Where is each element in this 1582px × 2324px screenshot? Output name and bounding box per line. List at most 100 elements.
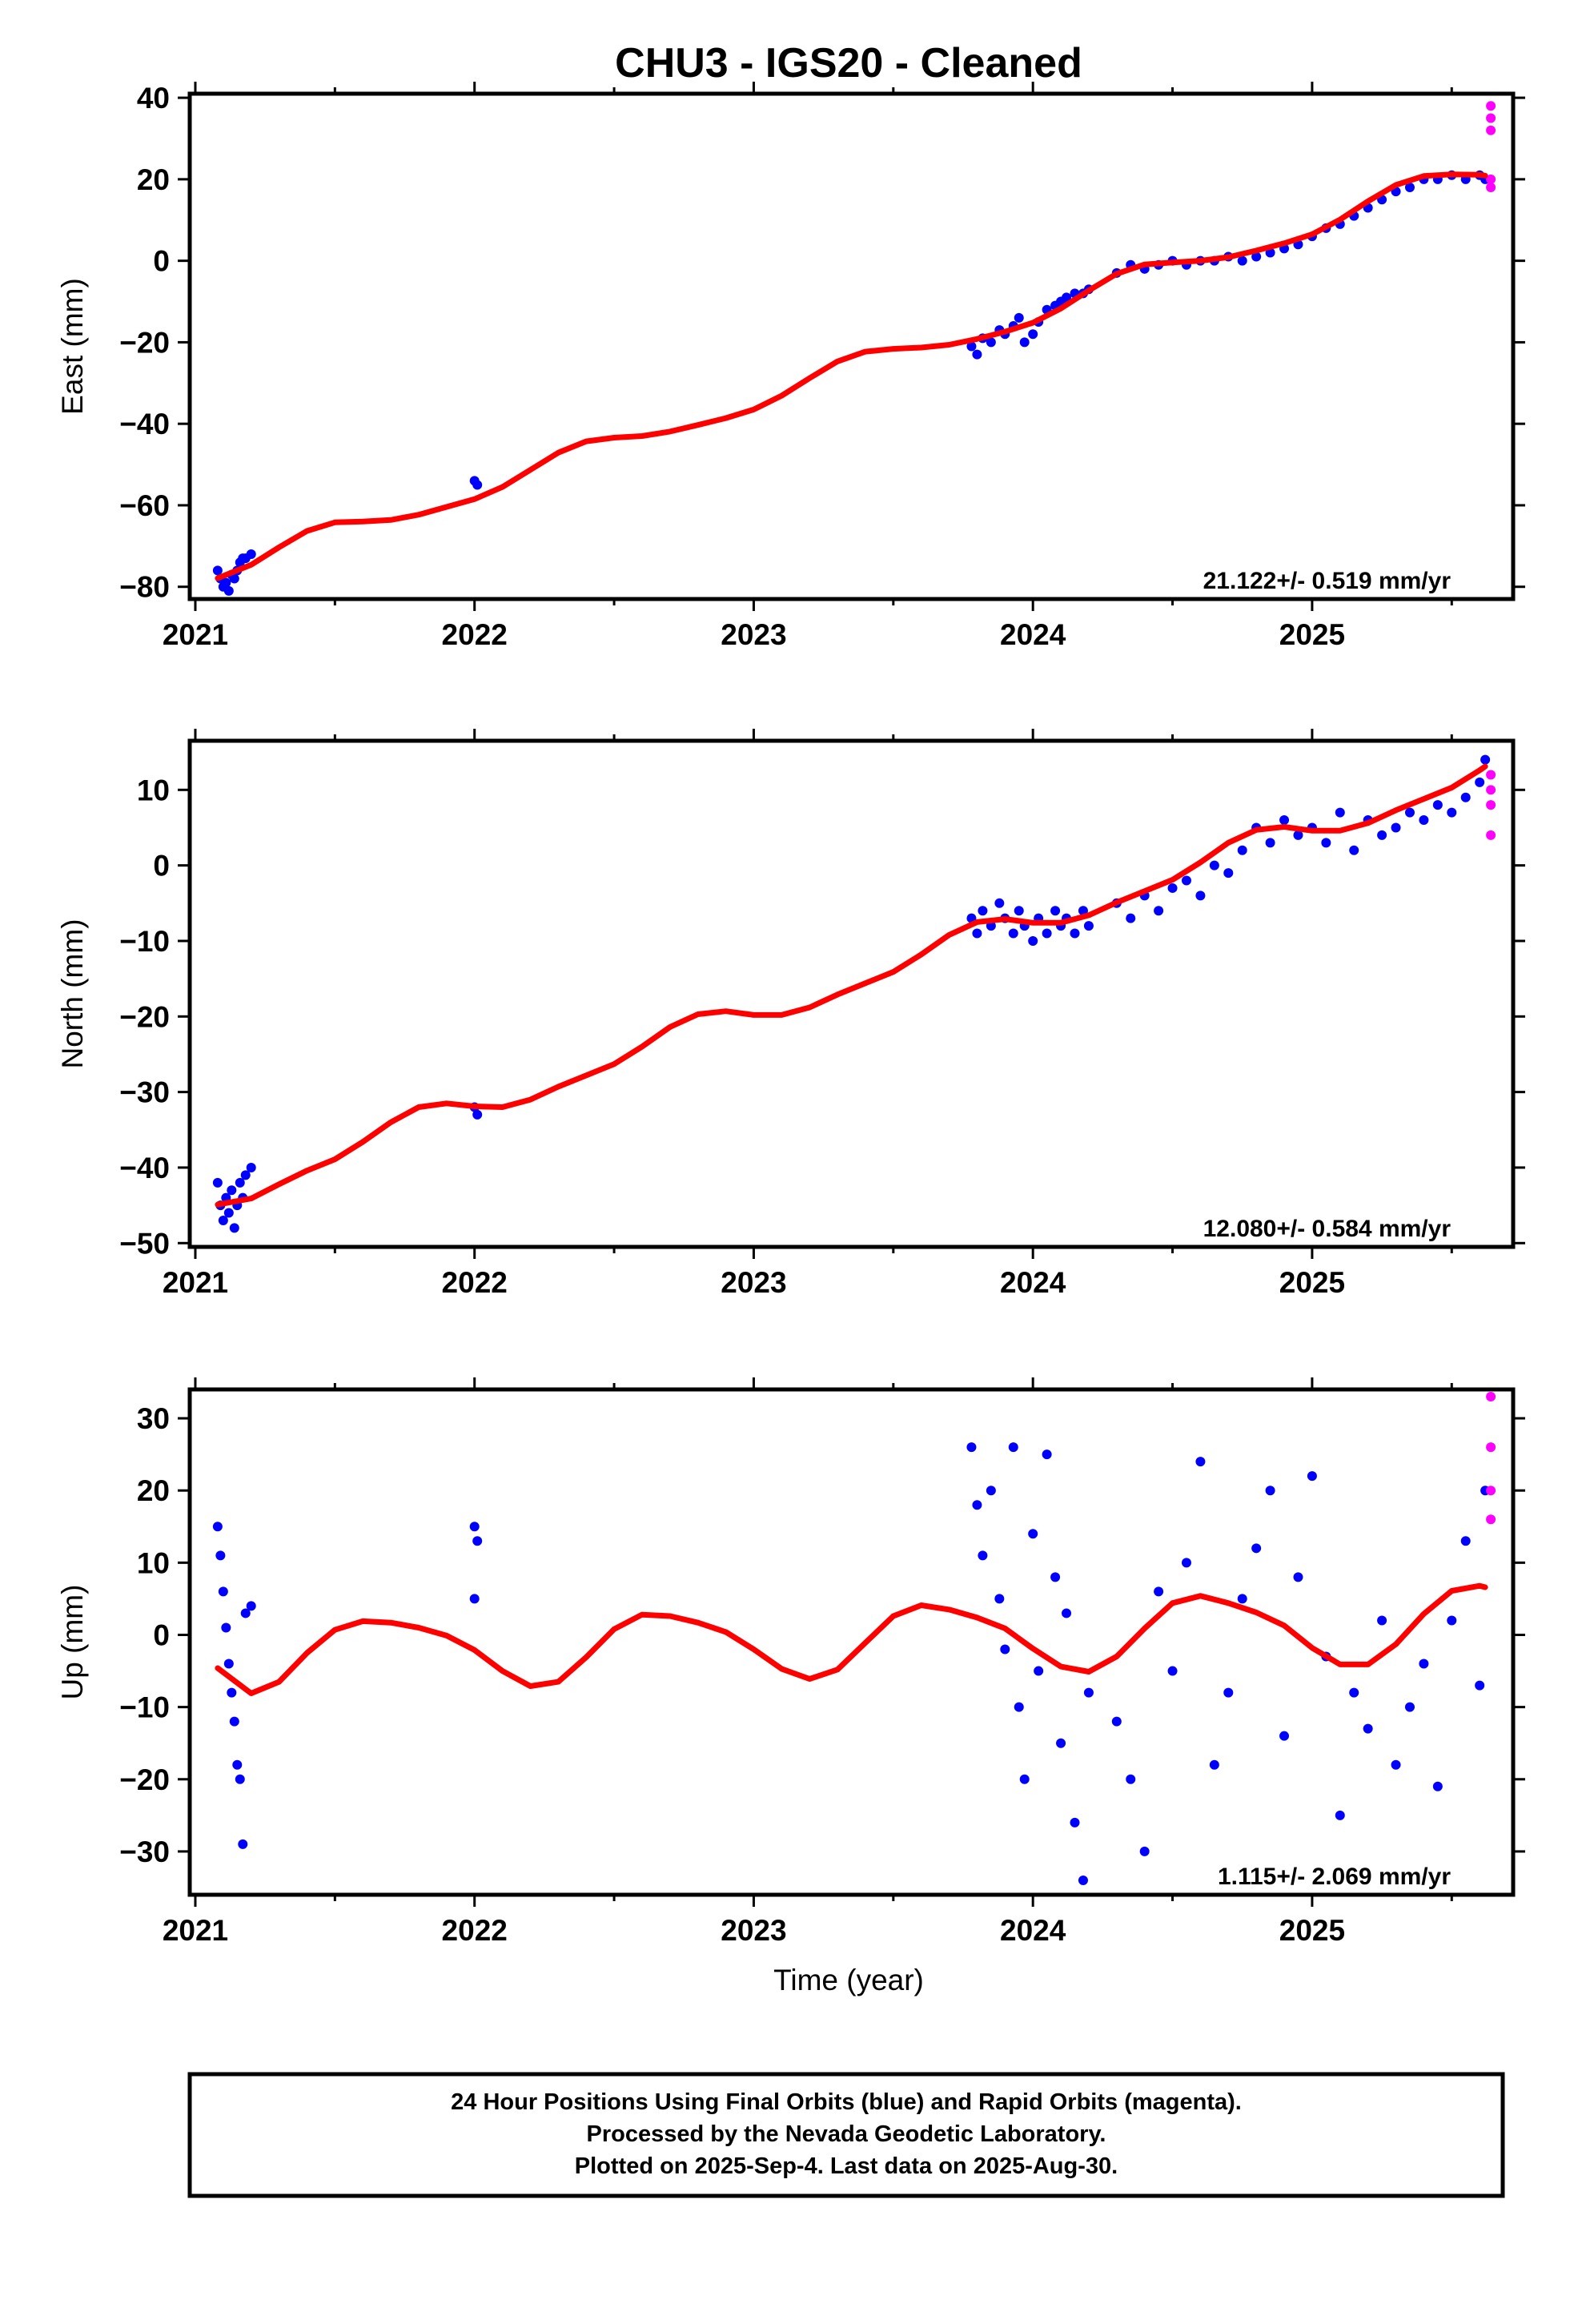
y-tick-label: 0: [153, 850, 170, 883]
final-orbit-point: [215, 1550, 226, 1561]
final-orbit-point: [238, 1839, 248, 1849]
final-orbit-point: [246, 1601, 256, 1611]
final-orbit-point: [1019, 337, 1030, 348]
x-tick-label: 2024: [1000, 1914, 1066, 1947]
final-orbit-point: [972, 928, 982, 939]
footer-line-2: Processed by the Nevada Geodetic Laborat…: [587, 2121, 1106, 2147]
final-orbit-point: [1195, 1457, 1206, 1467]
x-tick-label: 2021: [163, 1266, 228, 1299]
final-orbit-point: [978, 1550, 988, 1561]
final-orbit-point: [469, 1522, 480, 1532]
x-tick-label: 2021: [163, 618, 228, 651]
final-orbit-point: [246, 549, 256, 560]
x-tick-label: 2025: [1279, 1914, 1345, 1947]
y-tick-label: 20: [137, 163, 170, 196]
footer-line-3: Plotted on 2025-Sep-4. Last data on 2025…: [575, 2153, 1118, 2179]
final-orbit-point: [1447, 1615, 1457, 1626]
final-orbit-point: [212, 565, 223, 576]
final-orbit-point: [218, 1215, 228, 1225]
final-orbit-point: [1293, 1572, 1303, 1582]
final-orbit-point: [1432, 1781, 1443, 1791]
final-orbit-point: [1014, 312, 1024, 323]
y-tick-label: −80: [119, 571, 170, 604]
final-orbit-point: [1349, 845, 1359, 855]
final-orbit-point: [986, 337, 996, 348]
final-orbit-point: [1209, 1759, 1219, 1770]
final-orbit-point: [972, 349, 982, 360]
final-orbit-point: [212, 1177, 223, 1188]
final-orbit-point: [1265, 838, 1275, 848]
final-orbit-point: [1265, 1486, 1275, 1496]
final-orbit-point: [1028, 329, 1038, 340]
final-orbit-point: [1223, 868, 1234, 879]
up-panel: 2021 2022 2023 2024 2025 −30 −20 −10 0 10 20 30 Up (…: [56, 1377, 1525, 1947]
final-orbit-point: [1460, 792, 1471, 802]
final-orbit-point: [1404, 807, 1415, 818]
x-tick-label: 2022: [442, 1266, 508, 1299]
final-orbit-point: [1154, 906, 1164, 916]
final-orbit-point: [1335, 807, 1345, 818]
y-tick-label: 0: [153, 245, 170, 278]
final-orbit-point: [472, 1536, 483, 1546]
x-tick-label: 2022: [442, 1914, 508, 1947]
final-orbit-point: [1419, 1659, 1429, 1669]
final-orbit-point: [1377, 1615, 1387, 1626]
final-orbit-point: [1223, 1687, 1234, 1698]
y-tick-label: −40: [119, 1152, 170, 1184]
final-orbit-point: [472, 480, 483, 490]
final-orbit-point: [1432, 800, 1443, 810]
final-orbit-point: [235, 1177, 245, 1188]
final-orbit-point: [240, 1170, 251, 1180]
final-orbit-point: [221, 577, 231, 588]
final-orbit-point: [1111, 1716, 1122, 1727]
rapid-orbit-point: [1486, 174, 1496, 184]
rapid-orbit-point: [1486, 1442, 1496, 1453]
y-tick-label: 40: [137, 82, 170, 115]
final-orbit-point: [1126, 1774, 1136, 1784]
rapid-orbit-point: [1486, 101, 1496, 111]
rapid-orbit-point: [1486, 770, 1496, 780]
final-orbit-point: [1083, 1687, 1094, 1698]
x-tick-label: 2023: [721, 1266, 786, 1299]
y-tick-label: −60: [119, 489, 170, 522]
y-tick-label: −10: [119, 1691, 170, 1724]
final-orbit-point: [972, 1500, 982, 1510]
velocity-label: 1.115+/- 2.069 mm/yr: [1218, 1864, 1451, 1890]
final-orbit-point: [1056, 1738, 1066, 1748]
rapid-orbit-point: [1486, 113, 1496, 123]
final-orbit-point: [472, 1109, 483, 1120]
x-tick-label: 2022: [442, 618, 508, 651]
final-orbit-point: [994, 1594, 1005, 1604]
plot-frame: [187, 1387, 1516, 1897]
final-orbit-point: [218, 1586, 228, 1597]
final-orbit-point: [1008, 1442, 1018, 1453]
y-tick-label: −50: [119, 1227, 170, 1260]
x-tick-label: 2025: [1279, 618, 1345, 651]
final-orbit-point: [1475, 1680, 1485, 1691]
final-orbit-point: [1419, 815, 1429, 826]
final-orbit-point: [223, 585, 234, 596]
final-orbit-point: [1014, 1702, 1024, 1712]
final-orbit-point: [1251, 251, 1262, 262]
footer-box: [187, 2072, 1505, 2198]
final-orbit-point: [227, 1687, 237, 1698]
final-orbit-point: [1335, 1810, 1345, 1820]
fit-curve: [215, 763, 1488, 1208]
final-orbit-point: [1062, 292, 1072, 303]
final-orbit-point: [1195, 891, 1206, 901]
final-orbit-point: [1377, 830, 1387, 840]
y-tick-label: −20: [119, 326, 170, 359]
y-tick-label: 0: [153, 1618, 170, 1651]
final-orbit-point: [223, 1208, 234, 1218]
y-tick-label: −30: [119, 1835, 170, 1868]
final-orbit-point: [966, 1442, 977, 1453]
rapid-orbit-point: [1486, 1514, 1496, 1525]
final-orbit-point: [1034, 1666, 1044, 1676]
x-tick-label: 2024: [1000, 1266, 1066, 1299]
final-orbit-point: [1209, 860, 1219, 870]
final-orbit-point: [1070, 928, 1080, 939]
rapid-orbit-point: [1486, 1392, 1496, 1402]
final-orbit-point: [1480, 754, 1491, 765]
final-orbit-point: [986, 1486, 996, 1496]
final-orbit-point: [1279, 1731, 1290, 1741]
